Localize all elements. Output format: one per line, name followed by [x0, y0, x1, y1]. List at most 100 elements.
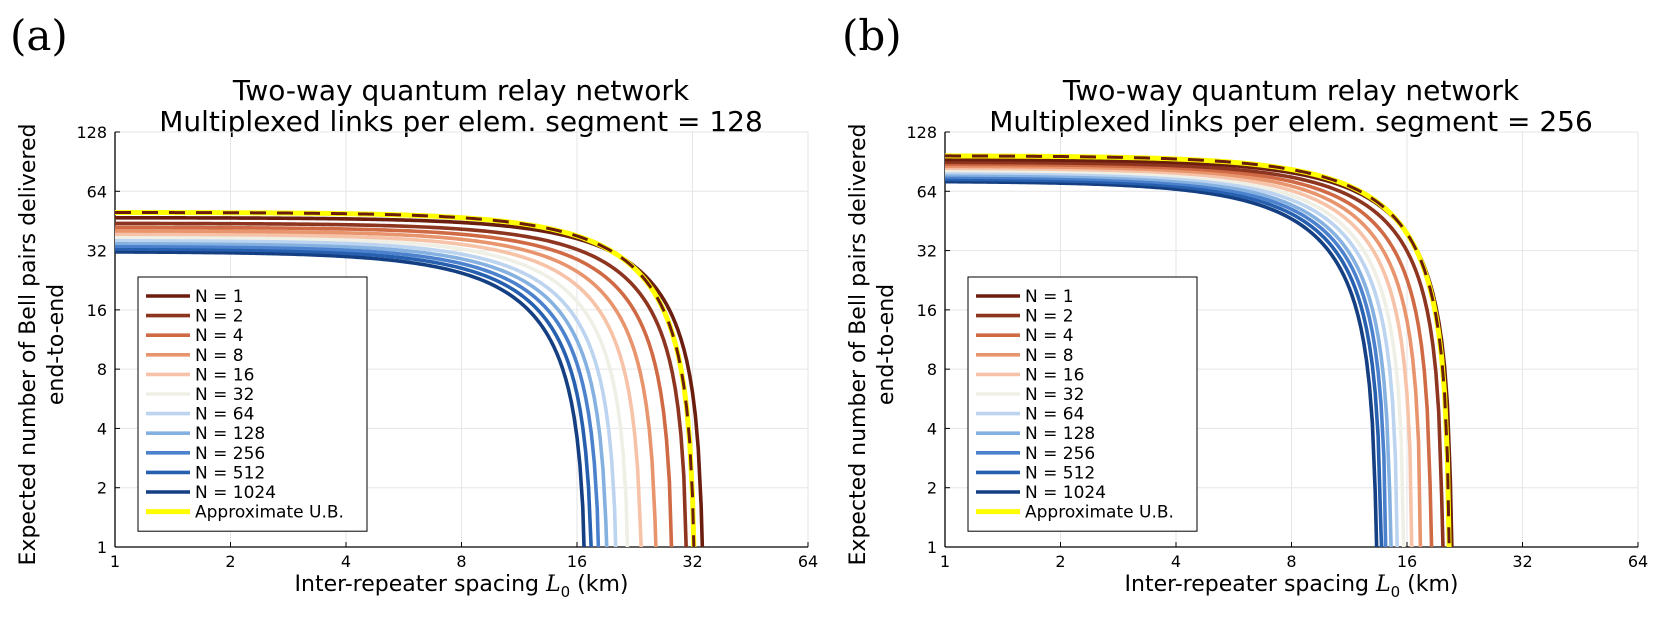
y-tick-label: 128 — [906, 123, 937, 142]
chart-title-line: Two-way quantum relay network — [1062, 74, 1520, 107]
x-axis-label-suffix: (km) — [570, 572, 628, 597]
legend-label: N = 2 — [195, 307, 244, 327]
series-line — [115, 247, 593, 547]
series-line — [945, 162, 1434, 547]
chart-panel-b: (b)Two-way quantum relay networkMultiple… — [842, 11, 1648, 601]
series-line — [115, 232, 643, 547]
series-line — [945, 168, 1406, 547]
y-axis-label-line: end-to-end — [44, 284, 69, 405]
x-tick-label: 64 — [798, 552, 818, 571]
y-axis-label-line: end-to-end — [874, 284, 899, 405]
series-line-upper-bound-dash — [115, 210, 696, 547]
x-tick-label: 1 — [940, 552, 950, 571]
legend-label: N = 1 — [195, 287, 244, 307]
legend-label: N = 512 — [195, 463, 265, 483]
legend-label: N = 128 — [195, 424, 265, 444]
legend-label: N = 64 — [195, 405, 254, 425]
y-tick-label: 4 — [97, 419, 107, 438]
legend-label: N = 2 — [1025, 307, 1074, 327]
x-axis-label-symbol: L — [545, 572, 561, 597]
series-line — [945, 170, 1399, 547]
y-tick-label: 8 — [97, 360, 107, 379]
plot-area — [945, 153, 1454, 547]
legend-label: N = 64 — [1025, 405, 1084, 425]
legend-label: N = 1 — [1025, 287, 1074, 307]
legend: N = 1N = 2N = 4N = 8N = 16N = 32N = 64N … — [137, 276, 368, 532]
legend-label: N = 256 — [195, 444, 265, 464]
series-line — [115, 221, 688, 547]
x-axis-label-prefix: Inter-repeater spacing — [295, 572, 546, 597]
series-line — [115, 238, 618, 547]
legend-label: N = 1024 — [1025, 483, 1106, 503]
legend-label: N = 16 — [195, 365, 254, 385]
y-tick-label: 8 — [927, 360, 937, 379]
legend-label: N = 512 — [1025, 463, 1095, 483]
series-line — [945, 175, 1388, 547]
legend-label: N = 32 — [195, 385, 254, 405]
legend-box — [967, 276, 1198, 532]
series-line-upper-bound-dash — [945, 154, 1451, 547]
panel-label: (a) — [10, 11, 68, 60]
legend-label: N = 256 — [1025, 444, 1095, 464]
x-axis-label-subscript: 0 — [561, 583, 571, 601]
series-line — [945, 164, 1423, 547]
y-tick-label: 32 — [917, 242, 937, 261]
x-axis-label-suffix: (km) — [1400, 572, 1458, 597]
legend-label: Approximate U.B. — [195, 503, 344, 523]
x-tick-label: 2 — [1055, 552, 1065, 571]
y-tick-label: 16 — [917, 301, 937, 320]
x-tick-label: 4 — [341, 552, 351, 571]
legend-label: N = 128 — [1025, 424, 1095, 444]
x-tick-label: 1 — [110, 552, 120, 571]
x-axis-label-subscript: 0 — [1391, 583, 1401, 601]
y-tick-label: 2 — [927, 479, 937, 498]
y-tick-label: 4 — [927, 419, 937, 438]
series-line — [115, 235, 630, 547]
chart-panel-a: (a)Two-way quantum relay networkMultiple… — [10, 11, 818, 601]
y-tick-label: 1 — [927, 538, 937, 557]
x-axis-label-prefix: Inter-repeater spacing — [1125, 572, 1376, 597]
plot-area — [115, 209, 705, 547]
y-tick-label: 64 — [87, 182, 107, 201]
series-line — [115, 225, 674, 547]
y-tick-label: 1 — [97, 538, 107, 557]
y-tick-label: 2 — [97, 479, 107, 498]
y-axis-label-line: Expected number of Bell pairs delivered — [16, 124, 41, 566]
x-axis-label: Inter-repeater spacing L0 (km) — [1125, 572, 1459, 601]
series-line — [945, 172, 1393, 547]
legend-label: N = 8 — [1025, 346, 1074, 366]
chart-title-line: Two-way quantum relay network — [232, 74, 690, 107]
y-tick-label: 64 — [917, 182, 937, 201]
legend-label: N = 8 — [195, 346, 244, 366]
x-tick-label: 32 — [682, 552, 702, 571]
x-tick-label: 32 — [1512, 552, 1532, 571]
x-axis-label-symbol: L — [1375, 572, 1391, 597]
x-tick-label: 4 — [1171, 552, 1181, 571]
series-line — [115, 229, 658, 547]
legend-label: N = 4 — [195, 326, 244, 346]
legend: N = 1N = 2N = 4N = 8N = 16N = 32N = 64N … — [967, 276, 1198, 532]
series-line — [945, 179, 1379, 547]
x-tick-label: 2 — [225, 552, 235, 571]
series-line — [945, 166, 1414, 547]
legend-label: N = 1024 — [195, 483, 276, 503]
y-tick-label: 32 — [87, 242, 107, 261]
legend-label: N = 4 — [1025, 326, 1074, 346]
series-line — [945, 177, 1384, 547]
x-tick-label: 16 — [1397, 552, 1417, 571]
legend-label: N = 16 — [1025, 365, 1084, 385]
x-tick-label: 8 — [456, 552, 466, 571]
x-tick-label: 64 — [1628, 552, 1648, 571]
series-line — [115, 250, 586, 547]
panel-label: (b) — [842, 11, 902, 60]
y-tick-label: 16 — [87, 301, 107, 320]
series-line — [115, 241, 609, 547]
y-axis-label-line: Expected number of Bell pairs delivered — [846, 124, 871, 566]
x-tick-label: 16 — [567, 552, 587, 571]
y-tick-label: 128 — [76, 123, 107, 142]
legend-box — [137, 276, 368, 532]
series-line — [945, 160, 1445, 547]
x-tick-label: 8 — [1286, 552, 1296, 571]
series-line — [115, 244, 601, 547]
